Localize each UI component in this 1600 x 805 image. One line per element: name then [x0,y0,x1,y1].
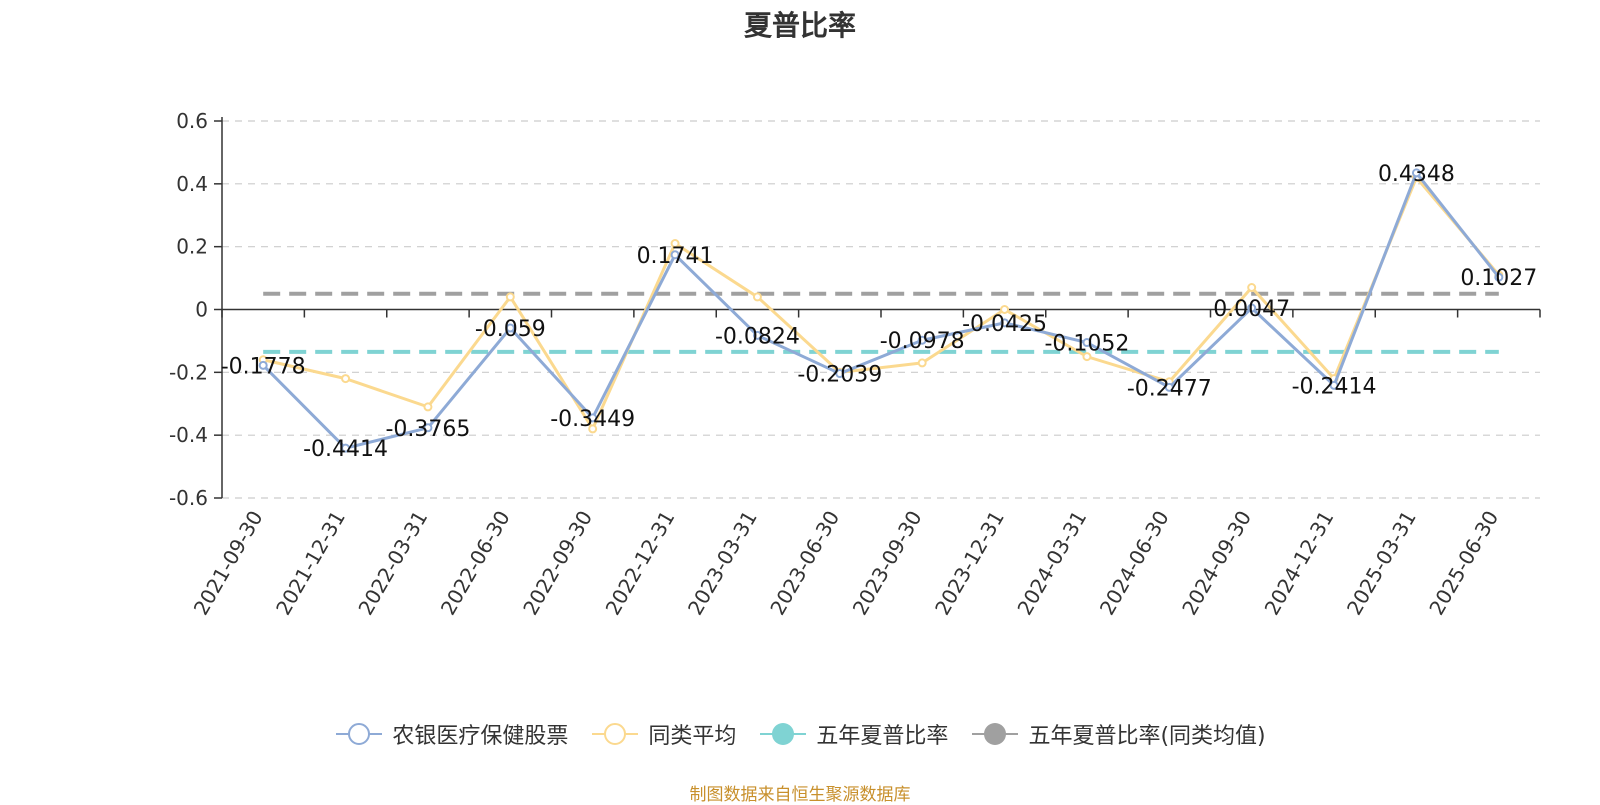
fund-data-point [258,360,268,370]
x-tick-label: 2024-03-31 [1012,507,1091,620]
x-tick-label: 2022-09-30 [518,507,597,620]
filled-circle-icon [760,723,807,745]
peer-average-data-point [341,374,351,384]
peer-average-data-point [423,402,433,412]
data-label: -0.2477 [1127,376,1212,401]
legend-label: 同类平均 [648,724,737,749]
x-tick-label: 2024-06-30 [1095,507,1174,620]
legend-label: 五年夏普比率(同类均值) [1028,724,1266,749]
data-label: -0.4414 [303,437,388,462]
x-tick-label: 2022-06-30 [436,507,515,620]
legend-label: 农银医疗保健股票 [392,724,569,749]
peer-average-data-point [670,239,680,249]
fund-data-point [505,323,515,333]
peer-average-data-point [505,292,515,302]
y-tick-label: 0 [195,298,208,322]
peer-average-data-point [917,358,927,368]
peer-average-data-point [1000,305,1010,314]
hollow-circle-icon [336,723,383,745]
data-label: -0.059 [475,317,546,342]
hollow-circle-icon [592,723,639,745]
x-tick-label: 2023-03-31 [683,507,762,620]
fund-data-point [835,369,845,379]
fund-data-point [1411,168,1421,178]
x-tick-label: 2023-06-30 [765,507,844,620]
data-label: -0.0978 [880,329,965,354]
x-tick-label: 2022-12-31 [600,507,679,620]
fund-data-point [1164,382,1174,392]
fund-data-point [917,335,927,345]
y-tick-label: 0.2 [176,235,208,259]
data-label: -0.2039 [797,363,882,388]
peer-average-data-point [752,292,762,302]
data-label: -0.0824 [715,324,800,349]
y-tick-label: 0.4 [176,172,208,196]
x-tick-label: 2021-12-31 [271,507,350,620]
data-label: -0.3765 [385,417,470,442]
legend-item-fund[interactable]: 农银医疗保健股票 [334,718,568,750]
peer-average-data-point [588,424,598,434]
data-label: 0.1027 [1460,266,1537,291]
x-tick-label: 2024-12-31 [1259,507,1338,620]
x-tick-label: 2022-03-31 [353,507,432,620]
fund-data-point [341,443,351,453]
legend-item-five-year-sharpe[interactable]: 五年夏普比率 [758,718,948,750]
legend-item-peer-average[interactable]: 同类平均 [590,718,736,750]
y-tick-label: -0.4 [169,423,208,447]
data-label: -0.0425 [962,312,1047,337]
legend-label: 五年夏普比率 [816,724,949,749]
data-label: 0.1741 [637,244,714,269]
y-tick-label: 0.6 [176,109,208,133]
data-label: 0.4348 [1378,162,1455,187]
fund-data-point [1082,338,1092,348]
x-tick-label: 2021-09-30 [189,507,268,620]
peer-average-data-point [1247,283,1257,293]
fund-data-point [670,250,680,260]
peer-average-series-line [262,176,1500,431]
x-tick-label: 2025-06-30 [1424,507,1503,620]
fund-series-line [262,171,1500,450]
fund-data-point [1247,303,1257,313]
source-note: 制图数据来自恒生聚源数据库 [689,785,911,805]
x-tick-label: 2023-09-30 [848,507,927,620]
fund-data-point [423,423,433,433]
x-tick-label: 2025-03-31 [1342,507,1421,620]
data-label: -0.2414 [1292,374,1377,399]
x-tick-label: 2024-09-30 [1177,507,1256,620]
data-label: -0.1778 [221,354,306,379]
legend-item-five-year-sharpe-peer[interactable]: 五年夏普比率(同类均值) [970,718,1266,750]
fund-data-point [588,413,598,423]
data-label: -0.3449 [550,407,635,432]
filled-circle-icon [972,723,1019,745]
data-label: -0.1052 [1044,332,1129,357]
fund-data-point [1494,272,1504,282]
data-label: 0.0047 [1213,297,1290,322]
fund-data-point [1329,380,1339,390]
legend: 农银医疗保健股票 同类平均 五年夏普比率 五年夏普比率(同类均值) [0,718,1600,750]
fund-data-point [1000,318,1010,328]
chart-title: 夏普比率 [743,9,856,42]
peer-average-data-point [1082,352,1092,362]
y-tick-label: -0.2 [169,360,208,384]
y-tick-label: -0.6 [169,486,208,510]
fund-data-point [752,330,762,340]
x-tick-label: 2023-12-31 [930,507,1009,620]
